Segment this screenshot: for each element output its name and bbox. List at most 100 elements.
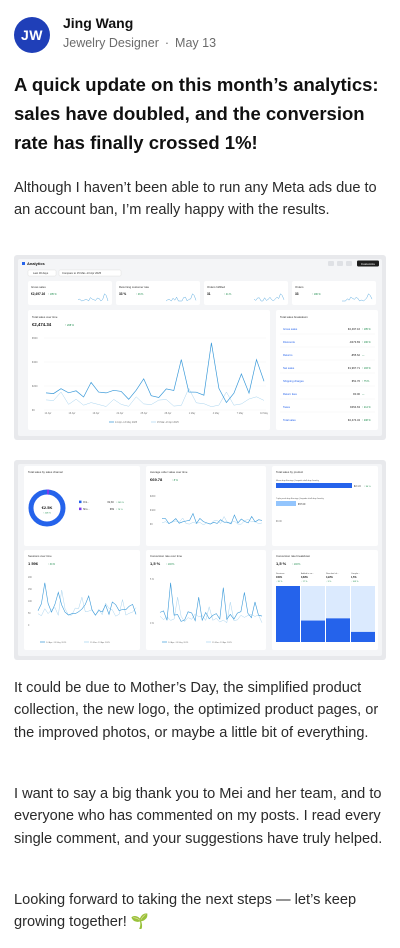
kpi-value: 33 <box>295 292 299 296</box>
analytics-icon <box>22 262 25 265</box>
total-sales-value: €2,474.34 <box>32 322 52 327</box>
conversion-card-bg <box>146 550 266 650</box>
total-sales-card-bg <box>28 310 270 430</box>
kpi-sparkline <box>253 293 285 302</box>
x-tick-label: 4 May <box>213 412 220 415</box>
sessions-card-bg <box>24 550 140 650</box>
y-tick-label: €600 <box>32 337 38 340</box>
kpi-label: Gross sales <box>31 285 46 289</box>
sales-breakdown-card: Total sales breakdown Gross sales €2,497.1… <box>276 310 378 430</box>
conversion-delta: ↑ 103 % <box>166 563 174 566</box>
export-icon[interactable] <box>337 261 343 266</box>
legend-label: 15 Mar–13 Apr 2025 <box>157 421 179 424</box>
funnel-bar <box>326 618 350 642</box>
conversion-series-line <box>159 582 263 622</box>
breakdown-row-delta: ↑ 75 % <box>362 380 370 383</box>
y-tick-label: €100 <box>150 509 156 512</box>
aov-delta: ↑ 8 % <box>172 479 178 482</box>
product-bar <box>276 483 352 488</box>
compare-series-line <box>45 387 265 407</box>
product-axis-label: €0.00 <box>276 521 282 523</box>
customize-button[interactable] <box>357 260 379 267</box>
y-tick-label: €0 <box>32 409 35 412</box>
breakdown-row-value: -€473.83 <box>349 340 360 344</box>
funnel-card: Conversion rate breakdown 1,5 % ↑ 103 % Ses… <box>272 550 378 650</box>
breakdown-row-label: Gross sales <box>283 327 298 331</box>
product-value: €97.09 <box>298 503 306 506</box>
breakdown-row-delta: ↑ 214 % <box>362 406 372 409</box>
legend-label: 14 Apr–13 May 2025 <box>115 421 138 424</box>
breakdown-row-value: -€55.62 <box>351 353 361 357</box>
funnel-step-delta: ↑ 17 % <box>301 580 308 583</box>
donut-center-value: €2.5K <box>42 505 53 510</box>
kpi-delta: ↑ 180 % <box>312 293 322 296</box>
funnel-step-delta: ↑ 103 % <box>351 580 359 583</box>
analytics-screenshot-2: Total sales by sales channel €2.5K ↑ 208 %… <box>14 460 386 660</box>
x-tick-label: 28 Apr <box>165 412 172 415</box>
breakdown-row-label: Discounts <box>283 340 295 344</box>
breakdown-row-value: €0.00 <box>353 392 360 396</box>
kpi-sparkline <box>165 293 197 302</box>
y-tick-label: 0 % <box>150 623 154 625</box>
x-tick-label: 1 May <box>189 412 196 415</box>
kpi-sparkline <box>342 293 373 302</box>
product-value: €2.1 K <box>354 485 361 488</box>
breakdown-row-label: Returns <box>283 353 293 357</box>
analytics-title: Analytics <box>27 261 46 266</box>
breakdown-row-label: Total sales <box>283 418 296 422</box>
funnel-bar <box>351 631 375 642</box>
x-tick-label: 10 May <box>260 412 269 415</box>
kpi-card-bg <box>292 281 376 305</box>
kpi-card[interactable]: Gross sales €2,497.16 ↑ 185 % <box>28 281 112 305</box>
funnel-delta: ↑ 103 % <box>292 563 300 566</box>
breakdown-row-value: €2,497.16 <box>348 327 360 331</box>
sales-channel-card: Total sales by sales channel €2.5K ↑ 208 %… <box>24 466 140 546</box>
y-tick-label: 150 <box>28 589 33 591</box>
settings-icon[interactable] <box>328 261 334 266</box>
aov-value: €69.78 <box>150 477 163 482</box>
kpi-card[interactable]: Returning customer rate 33 % ↑ 46 % <box>116 281 200 305</box>
avatar[interactable]: JW <box>14 17 50 53</box>
expand-icon[interactable] <box>346 261 352 266</box>
x-tick-label: 7 May <box>237 412 244 415</box>
breakdown-row-delta: ↑ 208 % <box>362 419 372 422</box>
funnel-step-value: 3,83% <box>301 576 309 579</box>
kpi-value: €2,497.16 <box>31 292 45 296</box>
kpi-card-bg <box>116 281 200 305</box>
channel-card-bg <box>24 466 140 546</box>
kpi-card-bg <box>28 281 112 305</box>
breakdown-row-delta: ↑ 185 % <box>362 328 372 331</box>
kpi-delta: ↑ 46 % <box>136 293 144 296</box>
funnel-step-label: Reached ch... <box>326 573 339 575</box>
date-range-label: Last 30 days <box>33 271 49 275</box>
breakdown-row-value: €51.76 <box>352 379 361 383</box>
y-tick-label: €0 <box>150 523 153 526</box>
kpi-card[interactable]: Orders 33 ↑ 180 % <box>292 281 376 305</box>
breakdown-row-delta: — <box>362 393 365 396</box>
funnel-step-delta: ↑ 3 % <box>326 580 331 583</box>
channel-value: €69 <box>110 508 115 511</box>
breakdown-row-label: Shipping charges <box>283 379 304 383</box>
analytics-screenshot-1: Analytics Customize Last 30 days Compare to… <box>14 255 386 440</box>
legend-label: 14 Apr–13 May 2025 <box>46 641 67 644</box>
breakdown-card-bg <box>276 310 378 430</box>
product-label: Triple pearl drop Earrings | Isopoda she… <box>276 498 324 500</box>
legend-swatch <box>79 507 82 511</box>
sessions-series-line <box>37 582 137 616</box>
product-delta: ↑ 90 % <box>364 485 371 488</box>
date-range-button[interactable] <box>27 269 57 277</box>
compare-button[interactable] <box>58 269 122 277</box>
breakdown-row-delta: — <box>362 354 365 357</box>
post-paragraph-4: Looking forward to taking the next steps… <box>14 892 357 931</box>
funnel-step-label: Comple... <box>351 573 360 575</box>
channel-delta: ↑ 75 % <box>116 508 123 511</box>
breakdown-row-delta: ↑ 196 % <box>362 341 372 344</box>
kpi-card[interactable]: Orders fulfilled 31 ↑ 41 % <box>204 281 288 305</box>
funnel-step-value: 100% <box>276 576 283 579</box>
aov-series-line <box>161 512 263 525</box>
author-name[interactable]: Jing Wang <box>63 15 134 31</box>
sessions-card: Sessions over time 1 596 ↑ 30 % 200 150 100 50… <box>24 550 140 650</box>
funnel-bar <box>301 620 325 642</box>
legend-label: 15 Mar–13 Apr 2025 <box>90 641 111 644</box>
